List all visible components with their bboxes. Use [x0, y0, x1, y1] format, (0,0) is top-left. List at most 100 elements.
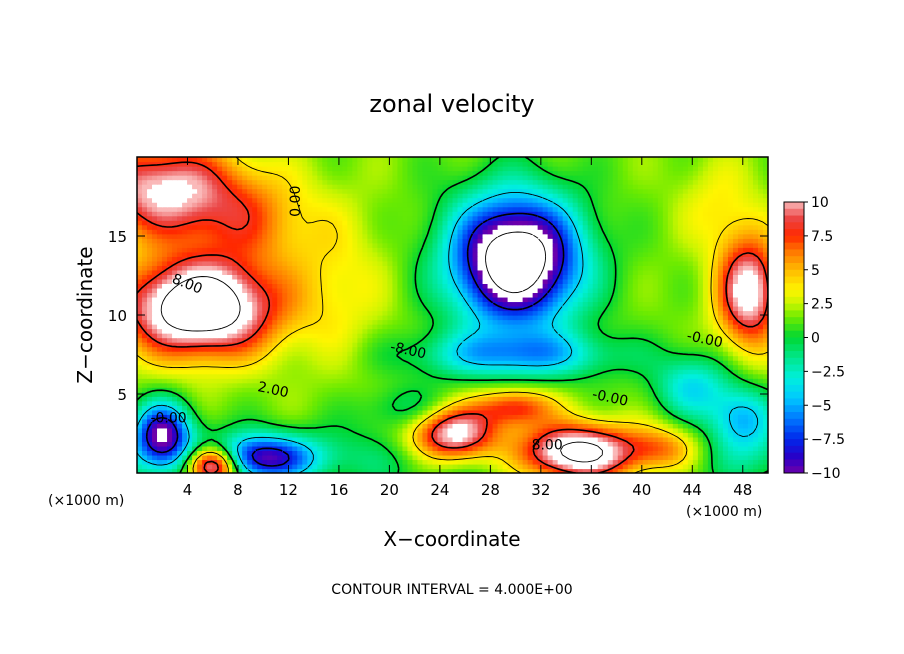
heatmap-cell — [667, 305, 674, 312]
heatmap-cell — [592, 427, 599, 433]
heatmap-cell — [392, 296, 399, 303]
heatmap-cell — [392, 441, 399, 447]
heatmap-cell — [457, 436, 464, 442]
heatmap-cell — [597, 346, 604, 352]
heatmap-cell — [167, 319, 173, 325]
heatmap-cell — [267, 301, 273, 307]
heatmap-cell — [237, 387, 243, 393]
heatmap-cell — [347, 423, 353, 429]
heatmap-cell — [357, 427, 363, 433]
heatmap-cell — [462, 301, 469, 307]
heatmap-cell — [627, 436, 634, 442]
heatmap-cell — [302, 351, 308, 357]
heatmap-cell — [652, 364, 659, 370]
heatmap-cell — [617, 454, 624, 461]
heatmap-cell — [257, 351, 263, 357]
heatmap-cell — [207, 328, 213, 334]
heatmap-cell — [397, 351, 404, 357]
heatmap-cell — [627, 378, 634, 384]
heatmap-cell — [517, 292, 524, 298]
heatmap-cell — [392, 468, 399, 473]
heatmap-cell — [512, 400, 519, 406]
heatmap-cell — [662, 342, 669, 348]
heatmap-cell — [467, 459, 474, 465]
heatmap-cell — [512, 468, 519, 473]
heatmap-cell — [702, 378, 709, 384]
heatmap-cell — [402, 324, 409, 330]
heatmap-cell — [507, 468, 514, 473]
heatmap-cell — [502, 296, 509, 303]
heatmap-cell — [392, 409, 399, 415]
heatmap-cell — [677, 328, 684, 334]
heatmap-cell — [207, 305, 213, 312]
heatmap-cell — [652, 405, 659, 411]
heatmap-cell — [377, 382, 383, 388]
heatmap-cell — [412, 373, 419, 379]
heatmap-cell — [377, 355, 383, 361]
heatmap-cell — [207, 409, 213, 415]
heatmap-cell — [747, 355, 754, 361]
heatmap-cell — [372, 355, 378, 361]
heatmap-cell — [537, 382, 544, 388]
heatmap-cell — [337, 305, 343, 312]
heatmap-cell — [262, 454, 268, 461]
heatmap-cell — [417, 305, 424, 312]
heatmap-cell — [272, 346, 278, 352]
heatmap-cell — [312, 342, 318, 348]
heatmap-cell — [707, 337, 714, 343]
heatmap-cell — [437, 355, 444, 361]
heatmap-cell — [687, 360, 694, 366]
heatmap-cell — [657, 432, 664, 438]
heatmap-cell — [722, 427, 729, 433]
heatmap-cell — [607, 333, 614, 339]
heatmap-cell — [612, 373, 619, 379]
heatmap-cell — [332, 369, 338, 375]
heatmap-cell — [467, 409, 474, 415]
heatmap-cell — [572, 432, 579, 438]
heatmap-cell — [227, 454, 233, 461]
heatmap-cell — [757, 355, 764, 361]
heatmap-cell — [297, 396, 303, 402]
heatmap-cell — [657, 409, 664, 415]
heatmap-cell — [327, 301, 333, 307]
heatmap-cell — [312, 387, 318, 393]
heatmap-cell — [212, 346, 218, 352]
heatmap-cell — [437, 400, 444, 406]
heatmap-cell — [717, 427, 724, 433]
heatmap-cell — [327, 427, 333, 433]
heatmap-cell — [632, 324, 639, 330]
heatmap-cell — [267, 364, 273, 370]
heatmap-cell — [412, 387, 419, 393]
heatmap-cell — [422, 405, 429, 411]
heatmap-cell — [272, 296, 278, 303]
heatmap-cell — [632, 391, 639, 397]
heatmap-cell — [417, 454, 424, 461]
heatmap-cell — [242, 459, 248, 465]
heatmap-cell — [657, 351, 664, 357]
heatmap-cell — [607, 450, 614, 456]
heatmap-cell — [677, 315, 684, 321]
heatmap-cell — [467, 373, 474, 379]
heatmap-cell — [417, 414, 424, 420]
heatmap-cell — [717, 346, 724, 352]
heatmap-cell — [737, 346, 744, 352]
heatmap-cell — [592, 360, 599, 366]
heatmap-cell — [482, 405, 489, 411]
heatmap-cell — [222, 296, 228, 303]
heatmap-cell — [712, 382, 719, 388]
heatmap-cell — [552, 355, 559, 361]
heatmap-cell — [417, 310, 424, 316]
heatmap-cell — [202, 315, 208, 321]
heatmap-cell — [382, 391, 388, 397]
heatmap-cell — [357, 391, 363, 397]
heatmap-cell — [727, 333, 734, 339]
heatmap-cell — [727, 400, 734, 406]
heatmap-cell — [667, 391, 674, 397]
heatmap-cell — [172, 396, 178, 402]
heatmap-cell — [377, 378, 383, 384]
heatmap-cell — [212, 391, 218, 397]
heatmap-cell — [642, 391, 649, 397]
heatmap-cell — [292, 441, 298, 447]
heatmap-cell — [527, 364, 534, 370]
chart-title: zonal velocity — [369, 90, 534, 118]
